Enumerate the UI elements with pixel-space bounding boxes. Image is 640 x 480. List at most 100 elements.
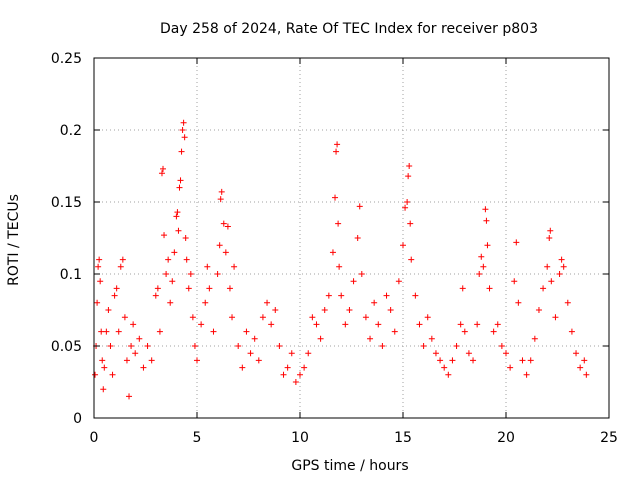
y-axis-label: ROTI / TECUs <box>6 194 22 286</box>
data-point <box>301 364 308 371</box>
data-point <box>483 217 490 224</box>
data-point <box>158 170 165 177</box>
data-point <box>214 271 221 277</box>
data-point <box>305 350 312 357</box>
data-point <box>259 314 266 321</box>
data-point <box>507 364 514 371</box>
data-point <box>235 343 242 349</box>
data-point <box>346 307 353 313</box>
x-tick-label: 25 <box>600 430 618 446</box>
data-point <box>546 235 553 241</box>
data-point <box>342 321 349 328</box>
data-points <box>92 119 590 400</box>
data-point <box>111 292 118 299</box>
data-point <box>577 364 584 371</box>
data-point <box>515 299 522 306</box>
data-point <box>198 321 205 328</box>
data-point <box>405 173 412 180</box>
data-point <box>362 314 369 321</box>
data-point <box>333 148 340 155</box>
data-point <box>220 220 227 227</box>
data-point <box>128 343 135 349</box>
plot-frame <box>93 57 610 419</box>
data-point <box>183 256 190 263</box>
data-point <box>171 249 178 256</box>
data-point <box>165 256 172 263</box>
data-point <box>432 350 439 357</box>
data-point <box>123 357 130 364</box>
data-point <box>544 263 551 270</box>
x-tick-label: 10 <box>291 430 309 446</box>
data-point <box>292 379 299 385</box>
data-point <box>206 285 213 292</box>
data-point <box>178 148 185 155</box>
data-point <box>412 292 419 299</box>
data-point <box>540 285 547 292</box>
data-point <box>119 256 126 263</box>
data-point <box>564 299 571 306</box>
y-tick-label: 0.15 <box>51 195 82 211</box>
data-point <box>535 307 542 313</box>
data-point <box>182 235 189 241</box>
data-point <box>383 292 390 299</box>
data-point <box>523 371 530 378</box>
x-axis-label: GPS time / hours <box>291 458 408 474</box>
chart-title: Day 258 of 2024, Rate Of TEC Index for r… <box>160 21 538 37</box>
data-point <box>453 343 460 349</box>
data-point <box>251 335 258 342</box>
data-point <box>284 364 291 371</box>
data-point <box>404 199 411 205</box>
data-point <box>222 249 229 256</box>
data-point <box>174 209 181 216</box>
data-point <box>280 371 287 378</box>
data-point <box>441 364 448 371</box>
data-point <box>375 321 382 328</box>
data-point <box>121 314 128 321</box>
data-point <box>185 285 192 292</box>
data-point <box>395 278 402 285</box>
data-point <box>573 350 580 357</box>
data-point <box>560 263 567 270</box>
data-point <box>457 321 464 328</box>
data-point <box>321 307 328 313</box>
data-point <box>243 328 250 335</box>
data-point <box>317 335 324 342</box>
data-point <box>484 242 491 249</box>
y-tick-label: 0.25 <box>51 51 82 67</box>
data-point <box>97 278 104 285</box>
data-point <box>173 213 180 220</box>
data-point <box>494 321 501 328</box>
data-point <box>272 307 279 313</box>
grid-lines <box>94 58 609 418</box>
x-tick-label: 5 <box>193 430 202 446</box>
data-point <box>568 328 575 335</box>
data-point <box>136 335 143 342</box>
data-point <box>98 328 105 335</box>
data-point <box>163 271 170 277</box>
data-point <box>490 328 497 335</box>
data-point <box>498 343 505 349</box>
data-point <box>332 194 339 201</box>
data-point <box>513 239 520 246</box>
data-point <box>191 343 198 349</box>
data-point <box>313 321 320 328</box>
data-point <box>548 278 555 285</box>
data-point <box>109 371 116 378</box>
data-point <box>231 263 238 270</box>
data-point <box>95 263 102 270</box>
x-tick-label: 15 <box>394 430 412 446</box>
data-point <box>503 350 509 357</box>
data-point <box>113 285 120 292</box>
data-point <box>144 343 151 349</box>
data-point <box>325 292 332 299</box>
data-point <box>210 328 217 335</box>
data-point <box>126 393 133 400</box>
data-point <box>558 256 565 263</box>
data-point <box>407 220 414 227</box>
data-point <box>391 328 398 335</box>
data-point <box>486 285 493 292</box>
data-point <box>531 335 538 342</box>
data-point <box>96 256 103 263</box>
data-point <box>336 263 343 270</box>
